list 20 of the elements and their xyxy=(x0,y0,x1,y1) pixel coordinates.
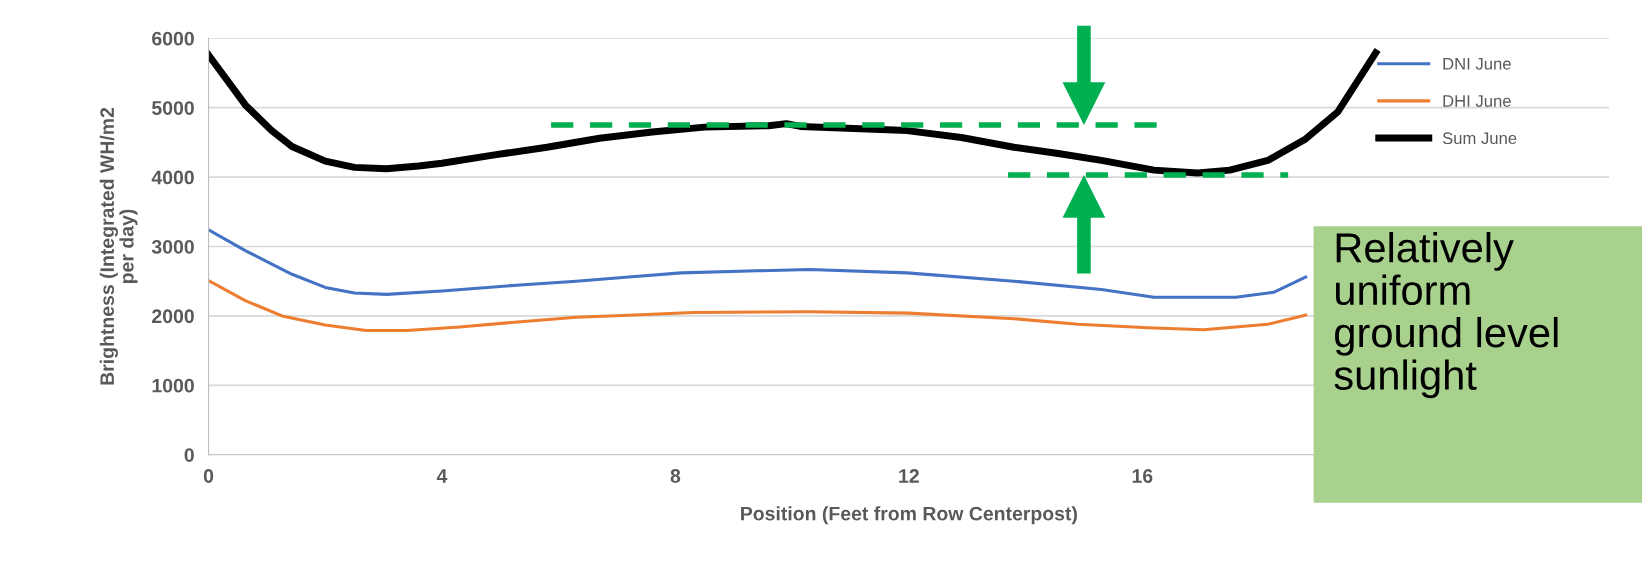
legend-label: Sum June xyxy=(1442,132,1517,145)
line-series xyxy=(208,228,1308,299)
y-tick-label: 2000 xyxy=(152,309,194,324)
legend-label: DNI June xyxy=(1443,58,1511,70)
x-tick-label: 8 xyxy=(670,469,681,483)
x-axis-title: Position (Feet from Row Centerpost) xyxy=(741,506,1077,525)
y-tick-label: 1000 xyxy=(152,378,194,393)
y-tick-label: 4000 xyxy=(151,170,194,185)
y-tick-label: 5000 xyxy=(151,101,194,115)
x-tick-label: 0 xyxy=(203,469,214,483)
legend-label: DHI June xyxy=(1443,95,1511,107)
annotation: Relatively uniform ground level sunlight xyxy=(1334,232,1558,399)
x-tick-label: 16 xyxy=(1132,469,1153,483)
x-tick-label: 12 xyxy=(899,469,919,483)
x-tick-label: 4 xyxy=(436,469,448,483)
y-tick-label: 6000 xyxy=(152,31,194,46)
y-tick-label: 3000 xyxy=(151,239,194,254)
line-series xyxy=(208,278,1308,333)
y-tick-label: 0 xyxy=(184,448,194,462)
y-axis-title: Brightness (Integrated WH/m2 per day) xyxy=(99,107,138,385)
